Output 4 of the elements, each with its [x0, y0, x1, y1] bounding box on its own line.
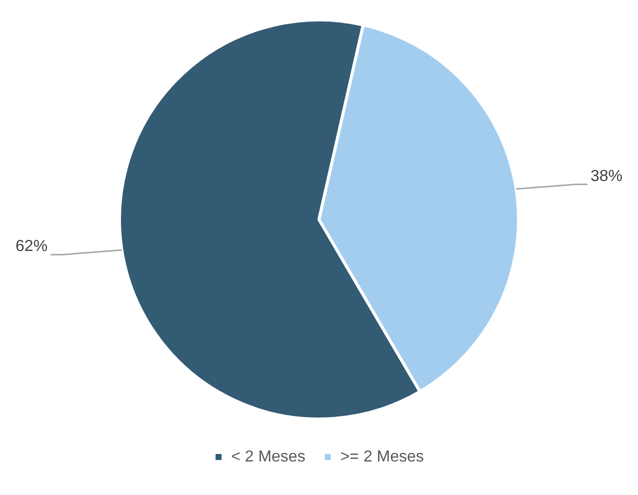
data-label: 38% [590, 168, 622, 185]
legend-label: < 2 Meses [231, 448, 306, 466]
legend-label: >= 2 Meses [340, 448, 424, 466]
data-label: 62% [16, 238, 48, 256]
